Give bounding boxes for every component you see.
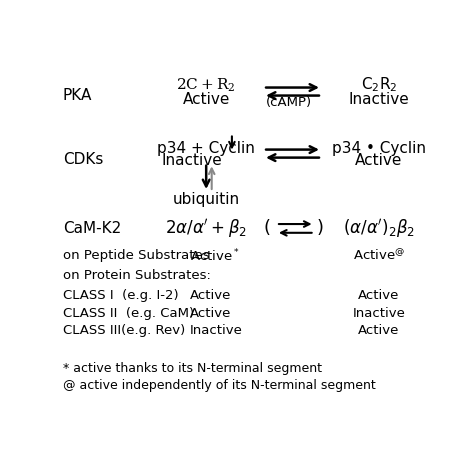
Text: Active: Active bbox=[190, 307, 231, 319]
Text: $2\alpha/\alpha' + \beta_2$: $2\alpha/\alpha' + \beta_2$ bbox=[165, 217, 247, 240]
Text: (cAMP): (cAMP) bbox=[266, 96, 312, 109]
Text: Active$^@$: Active$^@$ bbox=[353, 248, 405, 264]
Text: p34 + Cyclin: p34 + Cyclin bbox=[157, 141, 255, 156]
Text: CLASS I  (e.g. I-2): CLASS I (e.g. I-2) bbox=[63, 290, 179, 302]
Text: $(\alpha/\alpha')_2\beta_2$: $(\alpha/\alpha')_2\beta_2$ bbox=[343, 217, 415, 240]
Text: Active: Active bbox=[182, 92, 230, 107]
Text: $\mathregular{C_2R_2}$: $\mathregular{C_2R_2}$ bbox=[361, 76, 397, 94]
Text: Active: Active bbox=[358, 290, 400, 302]
Text: $\mathregular{2C + R_2}$: $\mathregular{2C + R_2}$ bbox=[176, 76, 236, 94]
Text: Inactive: Inactive bbox=[161, 154, 222, 168]
Text: ubiquitin: ubiquitin bbox=[173, 191, 240, 207]
Text: PKA: PKA bbox=[63, 88, 92, 103]
Text: CLASS II  (e.g. CaM): CLASS II (e.g. CaM) bbox=[63, 307, 194, 319]
Text: CaM-K2: CaM-K2 bbox=[63, 221, 121, 236]
Text: * active thanks to its N-terminal segment: * active thanks to its N-terminal segmen… bbox=[63, 363, 322, 375]
Text: ): ) bbox=[317, 219, 324, 237]
Text: Inactive: Inactive bbox=[348, 92, 409, 107]
Text: Active: Active bbox=[358, 324, 400, 337]
Text: CDKs: CDKs bbox=[63, 152, 103, 166]
Text: on Protein Substrates:: on Protein Substrates: bbox=[63, 269, 211, 283]
Text: Active$^*$: Active$^*$ bbox=[190, 247, 239, 264]
Text: @ active independently of its N-terminal segment: @ active independently of its N-terminal… bbox=[63, 379, 376, 392]
Text: CLASS III(e.g. Rev): CLASS III(e.g. Rev) bbox=[63, 324, 185, 337]
Text: (: ( bbox=[263, 219, 270, 237]
Text: p34 • Cyclin: p34 • Cyclin bbox=[332, 141, 426, 156]
Text: Inactive: Inactive bbox=[190, 324, 243, 337]
Text: Active: Active bbox=[355, 154, 402, 168]
Text: on Peptide Substrates: on Peptide Substrates bbox=[63, 249, 210, 262]
Text: Active: Active bbox=[190, 290, 231, 302]
Text: Inactive: Inactive bbox=[352, 307, 405, 319]
